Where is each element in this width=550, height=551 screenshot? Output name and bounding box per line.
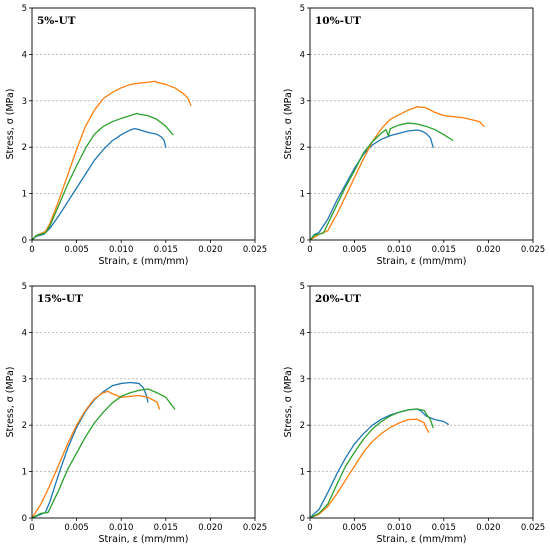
x-tick-label: 0.020 xyxy=(198,523,222,533)
y-tick-label: 0 xyxy=(300,514,305,524)
y-tick-label: 3 xyxy=(300,375,305,385)
y-axis-label: Stress, σ (MPa) xyxy=(5,366,16,437)
x-tick-label: 0.015 xyxy=(432,245,456,255)
x-tick-label: 0.025 xyxy=(243,245,267,255)
panel-title: 10%-UT xyxy=(315,15,361,27)
plot-frame xyxy=(309,7,534,241)
y-tick-label: 3 xyxy=(22,375,27,385)
x-tick-label: 0.020 xyxy=(198,245,222,255)
y-tick-label: 3 xyxy=(300,97,305,107)
x-axis-label: Strain, ε (mm/mm) xyxy=(99,256,189,267)
x-tick-label: 0.010 xyxy=(387,245,411,255)
chart-panel-4: 0 1 2 3 4 5 0 0.005 0.010 0.015 0.020 0.025 20%-UT St… xyxy=(283,282,545,545)
y-tick-label: 2 xyxy=(22,421,27,431)
x-tick-label: 0.020 xyxy=(476,245,500,255)
series-line-3 xyxy=(31,112,174,241)
series-line-2 xyxy=(31,390,161,519)
x-tick-label: 0 xyxy=(29,523,34,533)
x-tick-label: 0.025 xyxy=(243,523,267,533)
x-tick-label: 0.005 xyxy=(342,523,366,533)
series-line-2 xyxy=(309,106,485,241)
y-tick-label: 5 xyxy=(300,282,305,292)
y-tick-label: 5 xyxy=(300,4,305,14)
x-axis-label: Strain, ε (mm/mm) xyxy=(99,534,189,545)
y-tick-label: 0 xyxy=(300,236,305,246)
y-tick-label: 4 xyxy=(22,328,27,338)
panel-title: 20%-UT xyxy=(315,293,361,305)
x-tick-label: 0.015 xyxy=(432,523,456,533)
chart-panel-2: 0 1 2 3 4 5 0 0.005 0.010 0.015 0.020 0.025 10%-UT St… xyxy=(283,4,545,267)
y-tick-label: 5 xyxy=(22,282,27,292)
y-tick-label: 2 xyxy=(300,143,305,153)
y-tick-label: 1 xyxy=(22,190,27,200)
x-tick-label: 0.015 xyxy=(154,523,178,533)
series-line-1 xyxy=(31,381,149,519)
x-axis-label: Strain, ε (mm/mm) xyxy=(377,256,467,267)
panel-title: 15%-UT xyxy=(37,293,83,305)
series-line-1 xyxy=(31,127,167,241)
y-axis-label: Stress, σ (MPa) xyxy=(283,88,294,159)
y-tick-label: 0 xyxy=(22,236,27,246)
y-tick-label: 4 xyxy=(300,50,305,60)
panel-title: 5%-UT xyxy=(37,15,76,27)
series-line-1 xyxy=(309,408,449,519)
x-axis-label: Strain, ε (mm/mm) xyxy=(377,534,467,545)
x-tick-label: 0.010 xyxy=(387,523,411,533)
chart-panel-3: 0 1 2 3 4 5 0 0.005 0.010 0.015 0.020 0.025 15%-UT St… xyxy=(5,282,267,545)
x-tick-label: 0.005 xyxy=(342,245,366,255)
x-tick-label: 0.020 xyxy=(476,523,500,533)
x-tick-label: 0.005 xyxy=(64,245,88,255)
series-line-3 xyxy=(309,408,434,519)
y-tick-label: 1 xyxy=(22,468,27,478)
x-tick-label: 0 xyxy=(307,245,312,255)
y-tick-label: 5 xyxy=(22,4,27,14)
x-tick-label: 0.005 xyxy=(64,523,88,533)
series-line-2 xyxy=(31,80,192,241)
chart-panel-1: 0 1 2 3 4 5 0 0.005 0.010 0.015 0.020 0.025 5%-UT Str… xyxy=(5,4,267,267)
y-tick-label: 2 xyxy=(300,421,305,431)
x-tick-label: 0.015 xyxy=(154,245,178,255)
x-tick-label: 0.025 xyxy=(521,245,545,255)
series-line-2 xyxy=(309,418,430,519)
y-tick-label: 0 xyxy=(22,514,27,524)
y-axis-label: Stress, σ (MPa) xyxy=(5,88,16,159)
series-line-1 xyxy=(309,129,434,241)
plot-frame xyxy=(31,7,256,241)
y-tick-label: 2 xyxy=(22,143,27,153)
y-axis-label: Stress, σ (MPa) xyxy=(283,366,294,437)
series-line-3 xyxy=(31,388,176,519)
x-tick-label: 0 xyxy=(29,245,34,255)
x-tick-label: 0.010 xyxy=(109,245,133,255)
plot-frame xyxy=(309,285,534,519)
y-tick-label: 3 xyxy=(22,97,27,107)
series-line-3 xyxy=(309,122,454,241)
y-tick-label: 4 xyxy=(22,50,27,60)
x-tick-label: 0.025 xyxy=(521,523,545,533)
y-tick-label: 1 xyxy=(300,468,305,478)
x-tick-label: 0.010 xyxy=(109,523,133,533)
y-tick-label: 1 xyxy=(300,190,305,200)
x-tick-label: 0 xyxy=(307,523,312,533)
plot-frame xyxy=(31,285,256,519)
y-tick-label: 4 xyxy=(300,328,305,338)
